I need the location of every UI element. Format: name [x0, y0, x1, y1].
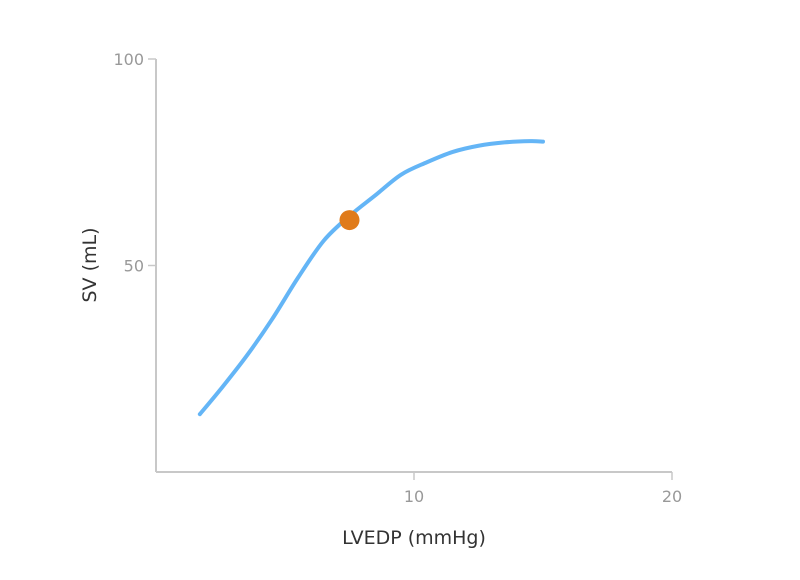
x-axis-title: LVEDP (mmHg): [342, 527, 486, 549]
ticks: 10 20 50 100: [113, 50, 682, 506]
y-tick-label: 50: [124, 257, 144, 276]
highlight-point: [339, 210, 360, 231]
axes: [155, 59, 672, 473]
y-axis-title: SV (mL): [79, 227, 101, 302]
y-tick-label: 100: [113, 50, 144, 69]
x-tick-label: 20: [662, 487, 682, 506]
x-tick-label: 10: [404, 487, 424, 506]
frank-starling-curve: [197, 139, 545, 417]
series-layer: [197, 139, 545, 417]
